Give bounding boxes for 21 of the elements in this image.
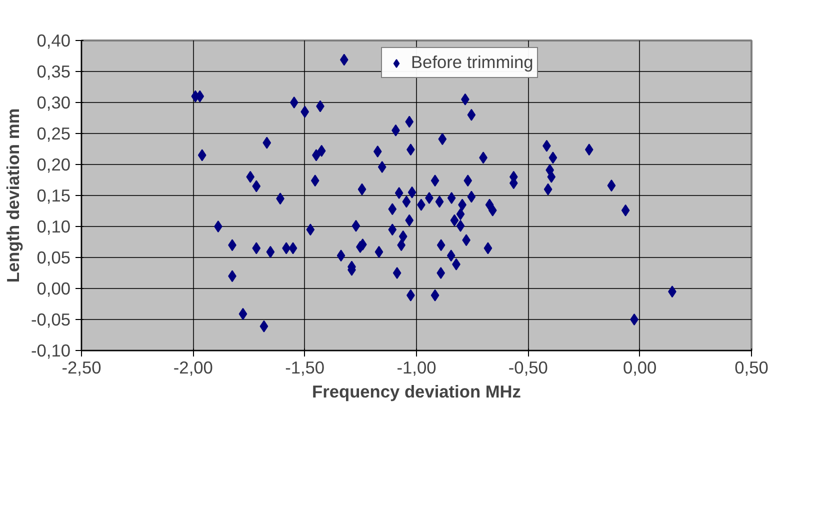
y-tick-label: 0,00 xyxy=(36,278,71,298)
legend-label: Before trimming xyxy=(411,52,534,73)
y-tick-label: 0,20 xyxy=(36,154,71,174)
y-tick-label: 0,15 xyxy=(36,186,71,206)
y-tick-label: 0,10 xyxy=(36,216,71,236)
x-tick-label: -1,00 xyxy=(396,358,436,378)
y-axis-title: Length deviation mm xyxy=(3,108,24,283)
x-tick-label: -1,50 xyxy=(285,358,325,378)
y-tick-label: -0,05 xyxy=(31,310,71,330)
y-tick-label: 0,05 xyxy=(36,248,71,268)
x-axis-title: Frequency deviation MHz xyxy=(312,382,522,402)
x-tick-label: -0,50 xyxy=(508,358,548,378)
y-tick-label: -0,10 xyxy=(31,340,71,360)
x-tick-label: -2,50 xyxy=(62,358,102,378)
x-tick-label: 0,00 xyxy=(622,358,657,378)
x-tick-label: 0,50 xyxy=(734,358,768,378)
y-tick-label: 0,25 xyxy=(36,124,71,144)
y-tick-label: 0,35 xyxy=(36,62,71,82)
y-tick-label: 0,30 xyxy=(36,92,71,112)
y-tick-label: 0,40 xyxy=(36,30,71,50)
x-tick-label: -2,00 xyxy=(173,358,213,378)
